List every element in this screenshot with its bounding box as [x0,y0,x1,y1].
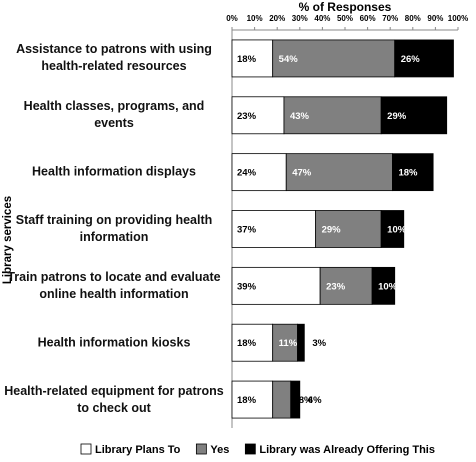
data-label: 18% [237,54,257,65]
legend-swatch [80,443,92,455]
category-label: Staff training on providing health infor… [15,213,213,244]
bar-segment [319,266,373,305]
data-label: 8% [299,395,313,406]
category-label: Health information displays [32,164,196,179]
bar-segment [297,323,305,362]
data-label: 26% [401,54,421,65]
data-label: 11% [279,338,298,349]
data-label: 10% [378,281,398,292]
category-label: Health information kiosks [37,335,191,350]
x-tick-label: 90% [427,14,443,23]
data-label: 23% [326,281,346,292]
category-label: Train patrons to locate and evaluate onl… [7,269,221,301]
bar-segment [231,39,274,78]
bar-segment [371,266,396,305]
bar-segment [283,96,382,135]
bar-segment [231,153,287,192]
bar-segment [392,153,434,192]
x-axis-title: % of Responses [299,0,392,14]
data-label: 37% [237,225,257,236]
bar-segment [231,210,317,248]
bar-segment [290,380,301,419]
data-label: 47% [292,168,312,179]
data-label: 23% [237,111,257,122]
data-label: 18% [237,395,257,406]
legend-swatch [195,443,207,455]
x-tick-label: 0% [226,14,238,23]
x-tick-label: 100% [448,14,468,23]
data-label: 43% [290,111,310,122]
y-axis-title: Library services [2,196,14,284]
data-label: 3% [312,338,326,349]
x-tick-label: 80% [405,14,421,23]
bar-segment [231,96,285,135]
legend-swatch [244,443,256,455]
x-tick-label: 30% [292,14,308,23]
data-label: 29% [322,225,342,236]
bar-segment [272,39,396,78]
data-label: 29% [387,111,407,122]
bar-segment [380,96,448,135]
bar-segment [231,380,274,419]
legend-label: Library was Already Offering This [259,444,435,456]
category-label: Health-related equipment for patrons to … [4,383,224,415]
bar-segment [231,266,321,305]
legend-label: Yes [210,444,229,456]
category-label: Health classes, programs, and events [23,99,205,131]
x-tick-label: 40% [314,14,330,23]
data-label: 10% [387,225,407,236]
category-label: Assistance to patrons with using health-… [16,42,212,74]
data-label: 18% [398,168,418,179]
data-label: 18% [237,338,257,349]
bar-segment [231,323,274,362]
x-tick-label: 20% [269,14,285,23]
x-tick-label: 60% [360,14,376,23]
legend-label: Library Plans To [95,444,181,456]
x-tick-label: 50% [337,14,353,23]
bar-segment [272,380,292,419]
bar-segment [394,39,454,78]
x-tick-label: 70% [382,14,398,23]
data-label: 39% [237,281,257,292]
data-label: 54% [279,54,299,65]
x-tick-label: 10% [247,14,263,23]
bar-segment [380,210,405,248]
data-label: 24% [237,168,257,179]
data-label: 4% [308,395,322,406]
